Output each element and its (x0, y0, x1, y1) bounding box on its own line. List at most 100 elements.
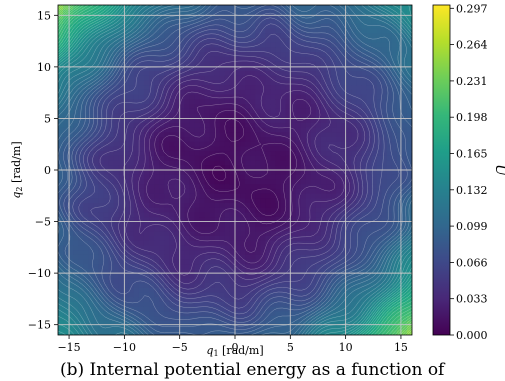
heatmap-cell (295, 259, 302, 265)
heatmap-cell (219, 94, 226, 100)
heatmap-cell (406, 287, 412, 294)
heatmap-cell (164, 217, 170, 223)
heatmap-cell (346, 14, 352, 20)
heatmap-cell (290, 146, 297, 152)
heatmap-cell (113, 99, 120, 105)
heatmap-cell (331, 316, 337, 322)
heatmap-cell (63, 132, 69, 138)
heatmap-cell (143, 184, 150, 190)
heatmap-cell (235, 203, 241, 209)
heatmap-cell (336, 297, 342, 303)
heatmap-cell (381, 160, 388, 166)
heatmap-cell (396, 118, 403, 124)
heatmap-cell (179, 217, 186, 223)
heatmap-cell (245, 113, 251, 119)
heatmap-cell (285, 137, 292, 143)
heatmap-cell (280, 264, 287, 270)
heatmap-cell (401, 89, 408, 96)
heatmap-cell (341, 23, 347, 30)
heatmap-cell (376, 311, 383, 317)
heatmap-cell (265, 269, 271, 275)
heatmap-cell (346, 122, 352, 129)
heatmap-cell (143, 245, 150, 251)
heatmap-cell (93, 151, 100, 157)
heatmap-cell (260, 170, 266, 176)
heatmap-cell (366, 141, 373, 148)
heatmap-cell (103, 61, 110, 67)
heatmap-cell (83, 132, 89, 138)
heatmap-cell (331, 320, 337, 327)
heatmap-cell (320, 259, 327, 265)
heatmap-cell (224, 61, 231, 67)
heatmap-cell (270, 104, 277, 110)
heatmap-cell (214, 278, 221, 284)
heatmap-cell (169, 47, 175, 53)
heatmap-cell (113, 269, 120, 275)
heatmap-cell (240, 52, 246, 58)
heatmap-cell (366, 137, 373, 143)
heatmap-cell (346, 61, 352, 67)
y-tick-label: −10 (28, 267, 51, 280)
heatmap-cell (98, 212, 105, 218)
heatmap-cell (184, 269, 191, 275)
heatmap-cell (285, 217, 292, 223)
heatmap-cell (240, 306, 246, 313)
heatmap-cell (174, 170, 180, 176)
heatmap-cell (366, 127, 373, 133)
heatmap-cell (320, 212, 327, 218)
heatmap-cell (290, 306, 297, 313)
heatmap-cell (346, 325, 352, 331)
heatmap-cell (103, 221, 110, 228)
heatmap-cell (386, 269, 393, 275)
heatmap-cell (209, 269, 216, 275)
heatmap-cell (310, 23, 317, 30)
heatmap-cell (320, 245, 327, 251)
heatmap-cell (361, 19, 368, 25)
heatmap-cell (93, 193, 100, 199)
heatmap-cell (305, 207, 312, 214)
heatmap-cell (58, 132, 64, 138)
heatmap-cell (199, 330, 206, 335)
heatmap-cell (138, 151, 145, 157)
heatmap-cell (336, 94, 342, 100)
heatmap-cell (396, 217, 403, 223)
heatmap-cell (189, 254, 196, 261)
heatmap-cell (305, 104, 312, 110)
heatmap-cell (356, 236, 363, 242)
heatmap-cell (63, 193, 69, 199)
heatmap-cell (361, 184, 368, 190)
heatmap-cell (341, 99, 347, 105)
heatmap-cell (255, 170, 261, 176)
heatmap-cell (199, 38, 206, 44)
heatmap-cell (351, 292, 357, 298)
heatmap-cell (336, 146, 342, 152)
heatmap-cell (93, 165, 100, 171)
heatmap-cell (361, 198, 368, 204)
heatmap-cell (270, 264, 277, 270)
x-tick-label: 5 (287, 341, 294, 354)
heatmap-cell (376, 14, 383, 20)
heatmap-cell (214, 292, 221, 298)
heatmap-cell (371, 302, 378, 308)
heatmap-cell (235, 221, 241, 228)
heatmap-cell (113, 28, 120, 34)
heatmap-cell (93, 85, 100, 91)
heatmap-cell (255, 5, 261, 11)
heatmap-cell (113, 207, 120, 214)
heatmap-cell (356, 99, 363, 105)
heatmap-cell (366, 170, 373, 176)
heatmap-cell (174, 5, 180, 11)
heatmap-cell (315, 292, 322, 298)
heatmap-cell (73, 61, 79, 67)
heatmap-cell (103, 325, 110, 331)
heatmap-cell (219, 137, 226, 143)
heatmap-cell (209, 122, 216, 129)
heatmap-cell (265, 302, 271, 308)
heatmap-cell (164, 19, 170, 25)
heatmap-cell (123, 23, 130, 30)
heatmap-cell (154, 306, 160, 313)
heatmap-cell (381, 165, 388, 171)
heatmap-cell (366, 302, 373, 308)
heatmap-cell (154, 151, 160, 157)
heatmap-cell (229, 28, 236, 34)
